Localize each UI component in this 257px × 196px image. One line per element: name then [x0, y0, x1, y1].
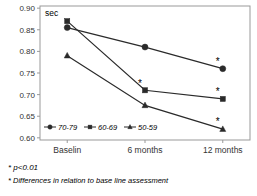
- plot-area: [64, 19, 226, 132]
- marker: [128, 125, 132, 129]
- title: sec: [45, 8, 59, 18]
- footnote: * p<0.01: [8, 163, 38, 172]
- legend: 70-79 60-69 50-59: [44, 123, 158, 132]
- marker: [48, 125, 52, 129]
- y-tick-label: 0.80: [19, 47, 35, 56]
- x-tick-label: 12 months: [203, 145, 243, 155]
- marker: [88, 125, 92, 129]
- series-line: [67, 21, 223, 99]
- x-tick: [67, 140, 68, 143]
- marker: [220, 126, 226, 132]
- series-line: [67, 56, 223, 129]
- annotation: *: [216, 86, 220, 97]
- marker: [220, 66, 226, 72]
- y-tick: [37, 94, 40, 95]
- y-tick: [37, 51, 40, 52]
- legend-label: 60-69: [98, 123, 118, 132]
- chart: 0.60 0.65 0.70 0.75 0.80 0.85 0.90 Baselin 6 mon…: [0, 0, 257, 196]
- marker: [142, 44, 148, 50]
- footnote: * Differences in relation to base line a…: [8, 176, 169, 185]
- marker: [220, 96, 225, 101]
- marker: [64, 25, 70, 31]
- marker: [64, 52, 70, 58]
- y-tick: [37, 116, 40, 117]
- y-tick-label: 0.65: [19, 112, 35, 121]
- x-tick-label: Baselin: [53, 145, 81, 155]
- series-line: [67, 28, 223, 69]
- plot-frame: [40, 6, 250, 140]
- legend-label: 70-79: [58, 123, 78, 132]
- marker: [142, 102, 148, 108]
- y-tick: [37, 137, 40, 138]
- y-tick: [37, 8, 40, 9]
- legend-label: 50-59: [138, 123, 158, 132]
- y-tick-label: 0.85: [19, 26, 35, 35]
- y-tick-label: 0.75: [19, 69, 35, 78]
- y-tick-label: 0.60: [19, 134, 35, 143]
- y-tick: [37, 29, 40, 30]
- marker: [142, 88, 147, 93]
- x-tick-label: 6 months: [128, 145, 163, 155]
- x-tick: [145, 140, 146, 143]
- y-tick-label: 0.90: [19, 4, 35, 13]
- annotation: *: [138, 78, 142, 89]
- x-tick: [222, 140, 223, 143]
- annotation: *: [216, 56, 220, 67]
- annotation: *: [216, 116, 220, 127]
- marker: [65, 19, 70, 24]
- y-tick: [37, 73, 40, 74]
- y-tick-label: 0.70: [19, 91, 35, 100]
